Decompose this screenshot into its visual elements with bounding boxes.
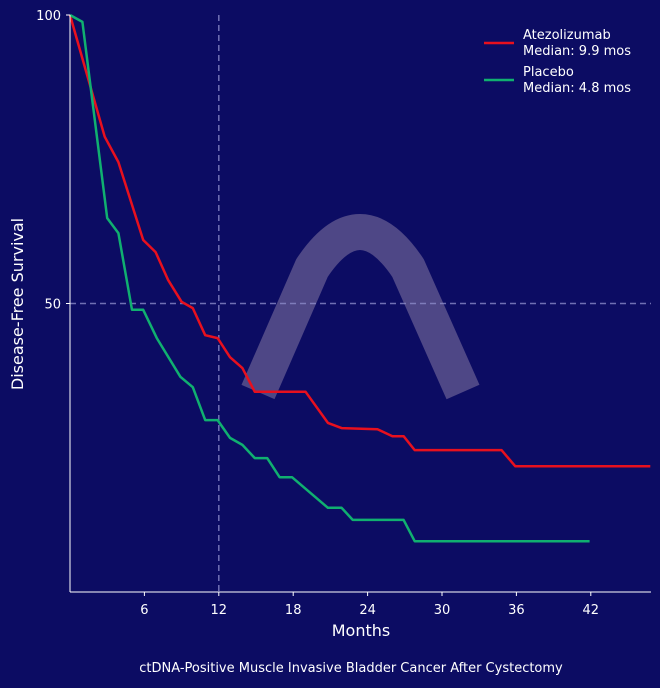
x-tick-label: 6: [140, 603, 148, 618]
legend: Atezolizumab Median: 9.9 mos Placebo Med…: [484, 28, 631, 96]
series-line-placebo: [69, 13, 590, 543]
y-axis-label: Disease-Free Survival: [8, 218, 27, 390]
legend-median-placebo: Median: 4.8 mos: [523, 81, 631, 96]
x-tick-label: 42: [583, 603, 600, 618]
y-tick-label: 100: [36, 9, 61, 24]
y-tick-label: 50: [44, 298, 61, 313]
x-ticks: 6 12 18 24 30 36 42: [140, 592, 599, 618]
legend-label-placebo: Placebo: [523, 65, 574, 80]
legend-label-atezolizumab: Atezolizumab: [523, 28, 611, 43]
series-layer: [68, 13, 651, 543]
x-tick-label: 30: [434, 603, 451, 618]
legend-median-atezolizumab: Median: 9.9 mos: [523, 44, 631, 59]
series-line-atezolizumab: [68, 14, 651, 468]
chart-caption: ctDNA-Positive Muscle Invasive Bladder C…: [139, 661, 563, 676]
x-tick-label: 24: [359, 603, 376, 618]
watermark-logo: [241, 214, 480, 400]
x-tick-label: 36: [508, 603, 525, 618]
reference-lines: [70, 15, 651, 592]
x-tick-label: 12: [211, 603, 228, 618]
x-axis-label: Months: [332, 621, 390, 640]
y-ticks: 50 100: [36, 9, 70, 313]
x-tick-label: 18: [285, 603, 302, 618]
